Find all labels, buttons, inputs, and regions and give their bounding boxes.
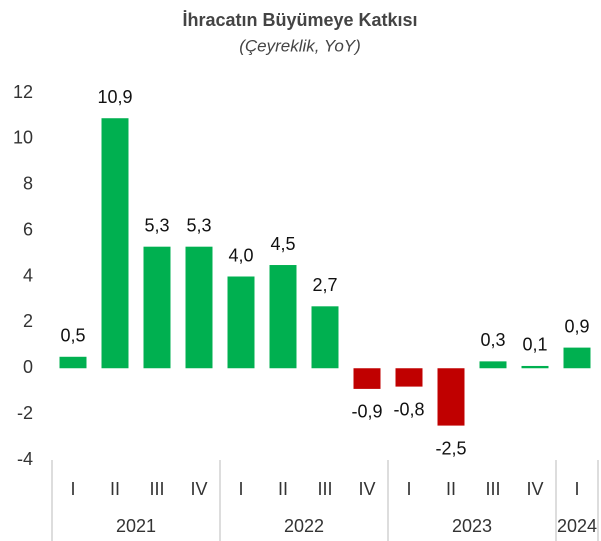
y-tick-label: -4 [17,449,33,469]
bar [395,368,423,387]
x-tick-label: II [110,479,120,499]
bar [311,306,339,369]
value-label: 5,3 [144,215,169,235]
y-tick-label: 0 [23,357,33,377]
y-tick-label: -2 [17,403,33,423]
bar [185,246,213,369]
y-tick-label: 12 [13,82,33,102]
y-tick-label: 2 [23,311,33,331]
x-tick-label: III [149,479,164,499]
value-label: 5,3 [186,215,211,235]
bar [353,368,381,389]
value-label: 0,1 [522,335,547,355]
chart-subtitle: (Çeyreklik, YoY) [239,36,361,55]
x-tick-label: I [70,479,75,499]
value-label: 0,3 [480,330,505,350]
bar [59,356,87,369]
x-tick-label: I [574,479,579,499]
value-label: -2,5 [435,438,466,458]
x-tick-label: II [278,479,288,499]
y-tick-label: 8 [23,174,33,194]
y-tick-label: 4 [23,265,33,285]
value-label: 2,7 [312,275,337,295]
x-tick-label: III [317,479,332,499]
group-label: 2023 [452,516,492,536]
value-label: 4,5 [270,234,295,254]
value-label: 0,9 [564,316,589,336]
x-tick-label: IV [358,479,375,499]
group-label: 2024 [557,516,597,536]
bar [269,265,297,369]
chart-title: İhracatın Büyümeye Katkısı [182,10,417,30]
x-tick-label: IV [526,479,543,499]
y-tick-label: 10 [13,128,33,148]
value-label: 10,9 [97,87,132,107]
group-label: 2022 [284,516,324,536]
bar [479,361,507,369]
x-tick-label: IV [190,479,207,499]
value-label: 4,0 [228,245,253,265]
bar [101,118,129,369]
bar [143,246,171,369]
bar [227,276,255,369]
bar [437,368,465,426]
group-label: 2021 [116,516,156,536]
value-label: 0,5 [60,326,85,346]
bar [563,347,591,369]
x-tick-label: I [406,479,411,499]
bar [521,365,549,369]
x-tick-label: III [485,479,500,499]
x-tick-label: II [446,479,456,499]
x-tick-label: I [238,479,243,499]
value-label: -0,9 [351,402,382,422]
y-tick-label: 6 [23,219,33,239]
value-label: -0,8 [393,399,424,419]
